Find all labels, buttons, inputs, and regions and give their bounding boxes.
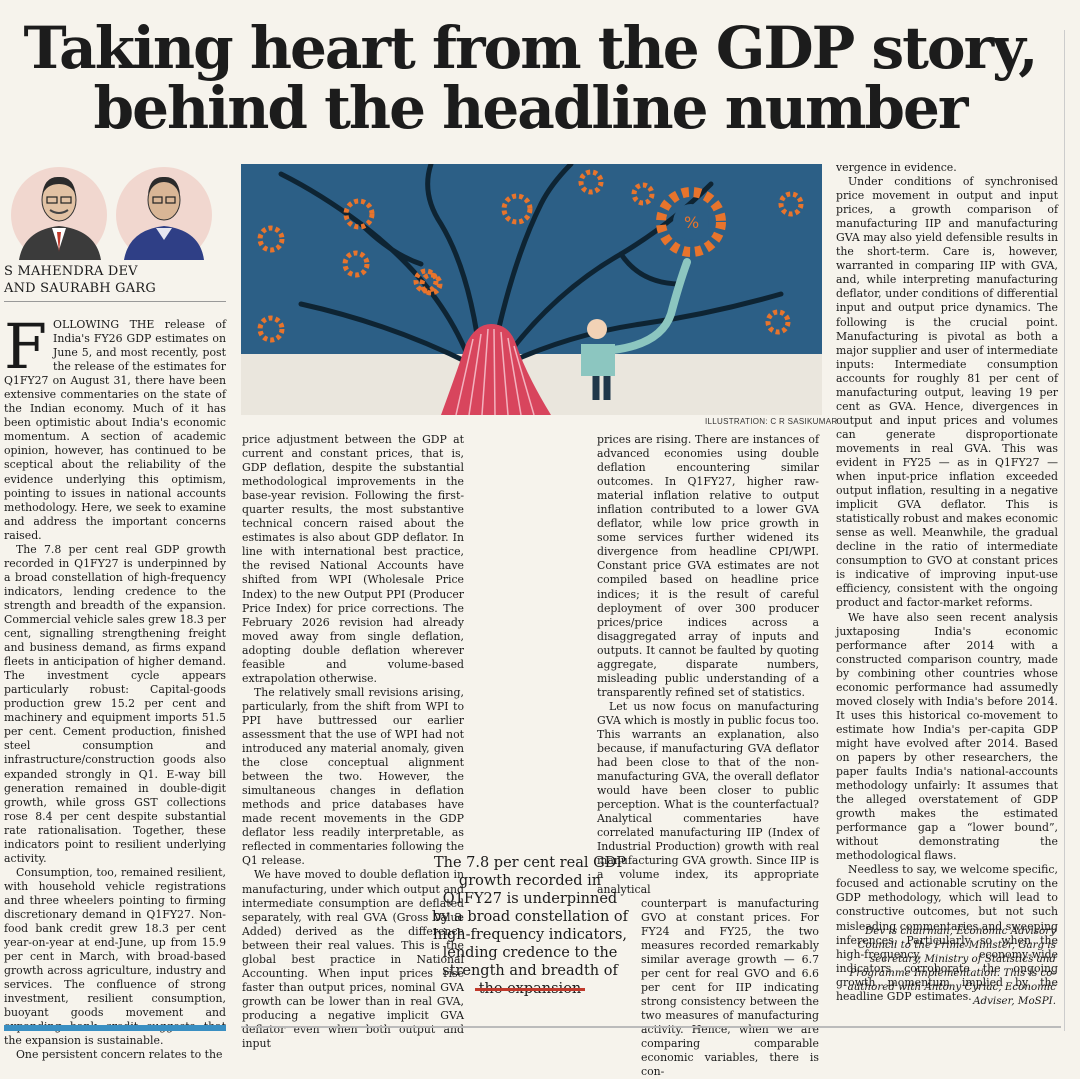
article-column-3: prices are rising. There are instances o… [597,433,819,1079]
section-color-bar [4,1025,226,1031]
paragraph: prices are rising. There are instances o… [597,433,819,699]
headline-line-2: behind the headline number [93,74,969,142]
pull-quote-rule [475,988,585,991]
paragraph: counterpart is manufacturing GVO at cons… [641,896,819,1079]
author-bio: Dev is chairman, Economic Advisory Counc… [847,925,1056,1007]
bottom-divider [241,1026,1061,1028]
byline-line-2: AND SAURABH GARG [4,281,156,296]
author-portraits [11,167,212,260]
byline-divider [4,301,226,302]
byline-line-1: S MAHENDRA DEV [4,264,138,279]
byline: S MAHENDRA DEV AND SAURABH GARG [4,263,226,297]
illustration-credit: ILLUSTRATION: C R SASIKUMAR [705,417,838,426]
paragraph: The 7.8 per cent real GDP growth recorde… [4,542,226,865]
paragraph: OLLOWING THE release of India's FY26 GDP… [4,318,226,542]
paragraph: We have moved to double deflation in man… [242,868,464,1051]
paragraph: The relatively small revisions arising, … [242,685,464,868]
page-edge [1064,30,1077,1031]
paragraph: Let us now focus on manufacturing GVA wh… [597,699,819,896]
paragraph: Under conditions of synchronised price m… [836,175,1058,610]
paragraph: Needless to say, we welcome specific, fo… [836,863,1058,1003]
article-column-2: price adjustment between the GDP at curr… [242,433,464,1051]
article-column-1: F OLLOWING THE release of India's FY26 G… [4,310,226,1062]
paragraph: Consumption, too, remained resilient, wi… [4,865,226,1048]
headline: Taking heart from the GDP story, behind … [0,18,1060,138]
paragraph: price adjustment between the GDP at curr… [242,433,464,685]
paragraph: We have also seen recent analysis juxtap… [836,610,1058,863]
article-column-4: vergence in evidence. Under conditions o… [836,161,1058,1004]
paragraph: vergence in evidence. [836,161,957,174]
illustration-tree-gears: % [241,164,822,415]
headline-line-1: Taking heart from the GDP story, [23,14,1039,82]
paragraph: One persistent concern relates to the [16,1048,223,1062]
dropcap: F [4,310,48,383]
pull-quote: The 7.8 per cent real GDP growth recorde… [432,855,629,997]
svg-text:%: % [684,213,699,232]
